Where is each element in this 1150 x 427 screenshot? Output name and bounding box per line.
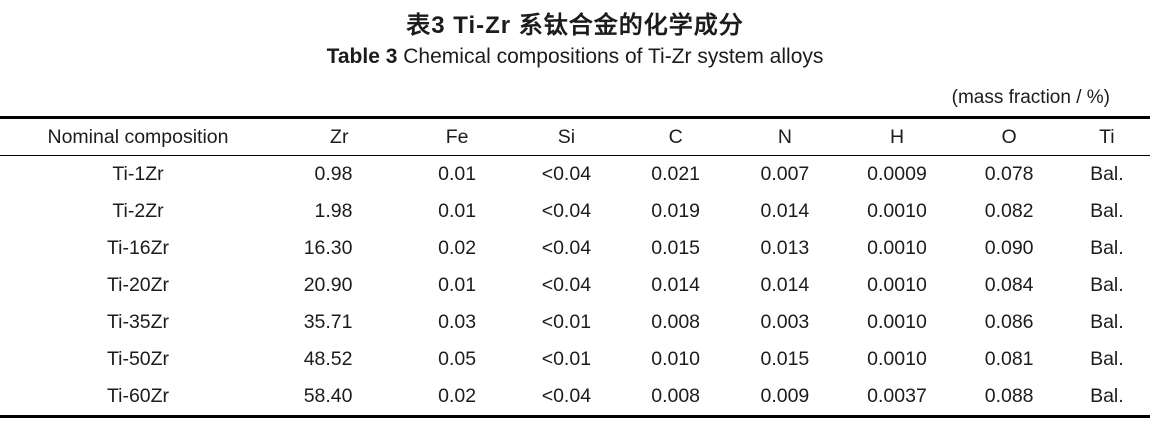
value-cell: Bal. <box>1090 237 1124 259</box>
value-cell: 0.007 <box>760 163 810 185</box>
value-cell: 0.02 <box>438 385 477 407</box>
table-title-english-text: Chemical compositions of Ti-Zr system al… <box>397 45 824 68</box>
value-cell: 0.009 <box>760 385 810 407</box>
value-cell: <0.01 <box>541 348 592 370</box>
value-cell: 0.0010 <box>867 274 927 296</box>
column-header-fe: Fe <box>445 125 469 148</box>
column-header-ti: Ti <box>1099 125 1115 148</box>
column-header-si: Si <box>557 125 576 148</box>
value-cell: 0.019 <box>651 200 701 222</box>
value-cell: 0.014 <box>651 274 701 296</box>
value-cell: 0.0010 <box>867 200 927 222</box>
value-cell: Bal. <box>1090 274 1124 296</box>
alloy-name-cell: Ti-35Zr <box>106 311 170 333</box>
value-cell: 35.71 <box>303 311 353 333</box>
value-cell: 16.30 <box>303 237 353 259</box>
table-header: Nominal composition Zr Fe Si C N H O Ti <box>0 118 1150 156</box>
column-header-nominal-composition: Nominal composition <box>47 125 229 148</box>
value-cell: Bal. <box>1090 200 1124 222</box>
value-cell: Bal. <box>1090 163 1124 185</box>
value-cell: 0.088 <box>984 385 1034 407</box>
value-cell: 20.90 <box>303 274 353 296</box>
table-number-label: Table 3 <box>326 45 398 68</box>
value-cell: 0.0010 <box>867 237 927 259</box>
value-cell: 0.05 <box>438 348 477 370</box>
column-header-zr: Zr <box>330 125 349 148</box>
value-cell: 0.01 <box>438 274 477 296</box>
column-header-c: C <box>668 125 683 148</box>
alloy-name-cell: Ti-50Zr <box>106 348 170 370</box>
value-cell: 0.086 <box>984 311 1034 333</box>
value-cell: 0.015 <box>651 237 701 259</box>
composition-table: Nominal composition Zr Fe Si C N H O Ti Ti-1Zr 0.… <box>0 116 1150 418</box>
alloy-name-cell: Ti-16Zr <box>106 237 170 259</box>
value-cell: 0.02 <box>438 237 477 259</box>
table-row: Ti-1Zr 0.98 0.01 <0.04 0.021 0.007 0.0009 0.078… <box>0 156 1150 194</box>
value-cell: 0.082 <box>984 200 1034 222</box>
value-cell: 0.015 <box>760 348 810 370</box>
value-cell: 0.081 <box>984 348 1034 370</box>
alloy-name-cell: Ti-20Zr <box>106 274 170 296</box>
value-cell: 0.090 <box>984 237 1034 259</box>
value-cell: 0.008 <box>651 385 701 407</box>
table-row: Ti-35Zr 35.71 0.03 <0.01 0.008 0.003 0.0010 0.0… <box>0 304 1150 341</box>
value-cell: Bal. <box>1090 311 1124 333</box>
table-title-english: Table 3 Chemical compositions of Ti-Zr s… <box>0 42 1150 72</box>
value-cell: <0.04 <box>541 200 592 222</box>
table-title-chinese: 表3 Ti-Zr 系钛合金的化学成分 <box>406 12 744 39</box>
value-cell: 58.40 <box>303 385 353 407</box>
value-cell: 0.03 <box>438 311 477 333</box>
value-cell: 0.008 <box>651 311 701 333</box>
value-cell: Bal. <box>1090 385 1124 407</box>
alloy-name-cell: Ti-60Zr <box>106 385 170 407</box>
header-row: Nominal composition Zr Fe Si C N H O Ti <box>0 118 1150 156</box>
value-cell: 1.98 <box>314 200 353 222</box>
value-cell: <0.04 <box>541 237 592 259</box>
value-cell: <0.01 <box>541 311 592 333</box>
value-cell: 0.021 <box>651 163 701 185</box>
table-row: Ti-16Zr 16.30 0.02 <0.04 0.015 0.013 0.0010 0.0… <box>0 230 1150 267</box>
table-row: Ti-60Zr 58.40 0.02 <0.04 0.008 0.009 0.0037 0.0… <box>0 378 1150 417</box>
table-row: Ti-20Zr 20.90 0.01 <0.04 0.014 0.014 0.0010 0.0… <box>0 267 1150 304</box>
value-cell: <0.04 <box>541 274 592 296</box>
value-cell: 0.0009 <box>867 163 927 185</box>
value-cell: 0.01 <box>438 200 477 222</box>
value-cell: 48.52 <box>303 348 353 370</box>
table-body: Ti-1Zr 0.98 0.01 <0.04 0.021 0.007 0.0009 0.078… <box>0 156 1150 417</box>
table-row: Ti-2Zr 1.98 0.01 <0.04 0.019 0.014 0.0010 0.082… <box>0 193 1150 230</box>
value-cell: 0.078 <box>984 163 1034 185</box>
column-header-o: O <box>1001 125 1017 148</box>
value-cell: 0.0010 <box>867 348 927 370</box>
alloy-name-cell: Ti-1Zr <box>112 163 164 185</box>
table-row: Ti-50Zr 48.52 0.05 <0.01 0.010 0.015 0.0010 0.0… <box>0 341 1150 378</box>
alloy-name-cell: Ti-2Zr <box>112 200 164 222</box>
value-cell: 0.0037 <box>867 385 927 407</box>
unit-note: (mass fraction / %) <box>951 87 1110 108</box>
value-cell: 0.014 <box>760 200 810 222</box>
value-cell: 0.01 <box>438 163 477 185</box>
value-cell: <0.04 <box>541 163 592 185</box>
value-cell: <0.04 <box>541 385 592 407</box>
column-header-h: H <box>889 125 905 148</box>
column-header-n: N <box>777 125 792 148</box>
value-cell: 0.98 <box>314 163 353 185</box>
value-cell: 0.013 <box>760 237 810 259</box>
value-cell: 0.003 <box>760 311 810 333</box>
value-cell: 0.084 <box>984 274 1034 296</box>
value-cell: 0.0010 <box>867 311 927 333</box>
value-cell: Bal. <box>1090 348 1124 370</box>
value-cell: 0.014 <box>760 274 810 296</box>
value-cell: 0.010 <box>651 348 701 370</box>
